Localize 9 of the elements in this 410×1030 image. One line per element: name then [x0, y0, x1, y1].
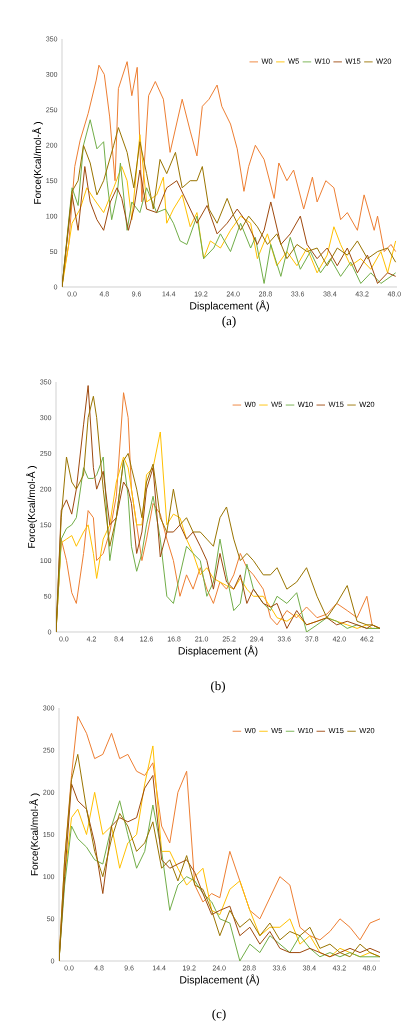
text: (a)	[222, 316, 236, 328]
x-axis-title: Displacement (Å)	[190, 300, 269, 312]
text: (b)	[211, 681, 225, 693]
y-axis-title: Force(Kcal/mol-Å )	[29, 793, 40, 876]
text: (c)	[212, 1009, 226, 1021]
x-axis-title: Displacement (Å)	[178, 645, 258, 657]
x-axis-title: Displacement (Å)	[180, 974, 259, 986]
y-axis-title: Force(Kcal/mol-Å )	[32, 122, 43, 204]
y-axis-title: Force(Kcal/mol-Å )	[26, 466, 37, 548]
